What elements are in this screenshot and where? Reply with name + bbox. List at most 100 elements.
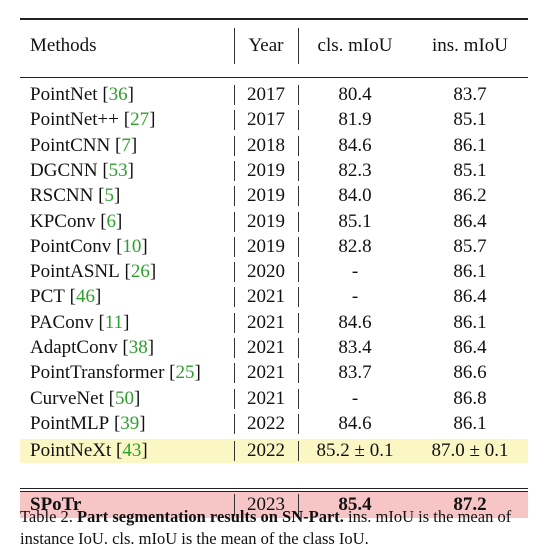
ins-miou-cell: 85.1 (453, 109, 487, 131)
citation-ref[interactable]: 38 (128, 337, 148, 358)
year-cell: 2023 (247, 494, 285, 515)
method-cell: PointConv [10] (30, 235, 235, 259)
column-divider (298, 312, 299, 333)
method-cell: PointNet++ [27] (30, 108, 235, 132)
citation-ref[interactable]: 10 (122, 235, 142, 257)
ins-miou-cell: 85.1 (453, 159, 487, 181)
method-name: PointCNN (30, 134, 111, 156)
citation-bracket-close: ] (149, 261, 157, 283)
citation-ref[interactable]: 25 (175, 362, 195, 384)
citation-ref[interactable]: 27 (130, 109, 150, 131)
table-row: PointNet [36] 2017 80.4 83.7 (20, 83, 528, 107)
column-divider (234, 236, 235, 257)
method-cell: DGCNN [53] (30, 159, 235, 183)
cls-miou-cell: 85.4 (338, 494, 372, 515)
ins-miou-cell: 86.4 (453, 337, 487, 358)
cls-miou-cell: - (351, 261, 359, 283)
year-cell: 2022 (247, 440, 285, 462)
citation-bracket-open: [ (108, 387, 115, 409)
citation-bracket-close: ] (116, 210, 123, 232)
column-divider (298, 160, 299, 181)
citation-ref[interactable]: 53 (108, 159, 128, 181)
citation-ref[interactable]: 36 (108, 84, 128, 105)
citation-bracket-close: ] (127, 84, 134, 105)
citation-ref[interactable]: 6 (106, 210, 117, 232)
citation-bracket-open: [ (116, 440, 123, 462)
year-cell: 2019 (247, 185, 285, 207)
citation-ref[interactable]: 5 (104, 185, 114, 207)
citation-bracket-close: ] (141, 440, 148, 462)
citation-bracket-open: [ (124, 261, 131, 283)
year-cell: 2017 (247, 84, 285, 105)
column-divider (298, 287, 299, 308)
citation-bracket-open: [ (69, 286, 76, 308)
ins-miou-cell: 86.6 (453, 362, 487, 384)
citation-ref[interactable]: 11 (104, 311, 124, 333)
citation-bracket-open: [ (102, 84, 109, 105)
year-cell: 2019 (247, 210, 285, 232)
header-methods: Methods (30, 35, 97, 56)
column-divider (234, 363, 235, 384)
column-divider (298, 186, 299, 207)
table-row: PointMLP [39] 2022 84.6 86.1 (20, 412, 528, 436)
table-row: PointNet++ [27] 2017 81.9 85.1 (20, 108, 528, 132)
method-name: PointASNL (30, 261, 120, 283)
table-row: PointNeXt [43] 2022 85.2 ± 0.1 87.0 ± 0.1 (20, 439, 528, 464)
table-row: DGCNN [53] 2019 82.3 85.1 (20, 159, 528, 183)
method-name: SPoTr (30, 494, 82, 515)
table-row: PointConv [10] 2019 82.8 85.7 (20, 235, 528, 259)
table-header: Methods Year cls. mIoU ins. mIoU (20, 26, 528, 66)
citation-bracket-close: ] (130, 134, 138, 156)
method-cell: KPConv [6] (30, 210, 235, 234)
header-year: Year (248, 35, 284, 56)
year-cell: 2019 (247, 235, 285, 257)
column-divider (234, 135, 235, 156)
cls-miou-cell: 85.2 ± 0.1 (316, 440, 394, 462)
cls-miou-cell: 84.6 (338, 311, 372, 333)
year-cell: 2020 (247, 261, 285, 283)
caption-text: ins. mIoU is the mean of instance IoU. c… (20, 507, 512, 548)
year-cell: 2022 (247, 412, 285, 434)
table-row: PAConv [11] 2021 84.6 86.1 (20, 311, 528, 335)
column-divider (234, 160, 235, 181)
column-divider (234, 262, 235, 283)
method-name: AdaptConv (30, 337, 118, 358)
cls-miou-cell: 84.6 (338, 134, 372, 156)
method-name: PCT (30, 286, 65, 308)
method-name: PointConv (30, 235, 112, 257)
column-divider (298, 262, 299, 283)
ins-miou-cell: 86.8 (453, 387, 487, 409)
caption-title: Part segmentation results on SN-Part. (77, 507, 344, 526)
citation-ref[interactable]: 46 (75, 286, 95, 308)
method-name: PointNet++ (30, 109, 119, 131)
year-cell: 2021 (247, 311, 285, 333)
citation-ref[interactable]: 7 (121, 134, 131, 156)
method-name: DGCNN (30, 159, 98, 181)
citation-bracket-open: [ (102, 159, 109, 181)
ins-miou-cell: 85.7 (453, 235, 487, 257)
table-row: CurveNet [50] 2021 - 86.8 (20, 387, 528, 411)
citation-bracket-open: [ (98, 311, 105, 333)
column-divider (234, 211, 235, 232)
citation-ref[interactable]: 26 (130, 261, 150, 283)
citation-ref[interactable]: 50 (114, 387, 134, 409)
method-cell: CurveNet [50] (30, 387, 235, 411)
table-row: PointTransformer [25] 2021 83.7 86.6 (20, 361, 528, 385)
cls-miou-cell: - (351, 387, 359, 409)
cls-miou-cell: 82.8 (338, 235, 372, 257)
cls-miou-cell: 84.0 (338, 185, 372, 207)
citation-bracket-open: [ (122, 337, 129, 358)
citation-ref[interactable]: 39 (120, 412, 140, 434)
year-cell: 2021 (247, 362, 285, 384)
citation-bracket-close: ] (139, 412, 146, 434)
citation-bracket-close: ] (113, 185, 121, 207)
year-cell: 2021 (247, 387, 285, 409)
cls-miou-cell: 84.6 (338, 412, 372, 434)
ins-miou-cell: 83.7 (453, 84, 487, 105)
column-divider (234, 413, 235, 434)
year-cell: 2018 (247, 134, 285, 156)
column-divider (298, 441, 299, 462)
column-divider (298, 85, 299, 105)
citation-ref[interactable]: 43 (122, 440, 142, 462)
column-divider (234, 312, 235, 333)
